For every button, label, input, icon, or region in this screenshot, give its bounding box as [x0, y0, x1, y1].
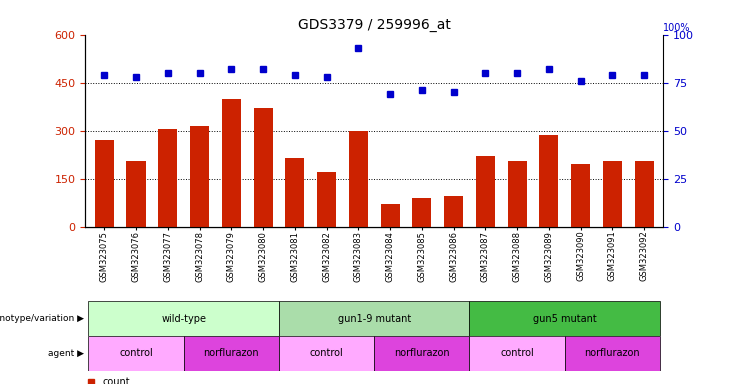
Text: count: count [102, 377, 130, 384]
Text: agent ▶: agent ▶ [47, 349, 84, 358]
Text: norflurazon: norflurazon [204, 348, 259, 358]
Bar [317, 172, 336, 227]
Bar [222, 99, 241, 227]
Bar [470, 336, 565, 371]
Bar [184, 336, 279, 371]
Text: 100%: 100% [663, 23, 691, 33]
Text: gun5 mutant: gun5 mutant [533, 314, 597, 324]
Text: norflurazon: norflurazon [585, 348, 640, 358]
Bar [470, 301, 660, 336]
Bar [127, 161, 145, 227]
Bar [279, 301, 470, 336]
Text: wild-type: wild-type [161, 314, 206, 324]
Bar [159, 129, 177, 227]
Bar [374, 336, 470, 371]
Bar [476, 156, 495, 227]
Bar [444, 196, 463, 227]
Bar [508, 161, 527, 227]
Bar [571, 164, 590, 227]
Text: control: control [119, 348, 153, 358]
Bar [565, 336, 660, 371]
Bar [634, 161, 654, 227]
Bar [190, 126, 209, 227]
Bar [279, 336, 374, 371]
Text: control: control [500, 348, 534, 358]
Text: genotype/variation ▶: genotype/variation ▶ [0, 314, 84, 323]
Bar [381, 204, 399, 227]
Text: control: control [310, 348, 343, 358]
Bar [285, 158, 305, 227]
Bar [412, 198, 431, 227]
Text: gun1-9 mutant: gun1-9 mutant [338, 314, 411, 324]
Bar [253, 108, 273, 227]
Bar [95, 140, 114, 227]
Bar [349, 131, 368, 227]
Bar [539, 136, 559, 227]
Bar [88, 336, 184, 371]
Bar [88, 301, 279, 336]
Title: GDS3379 / 259996_at: GDS3379 / 259996_at [298, 18, 451, 32]
Text: norflurazon: norflurazon [394, 348, 450, 358]
Bar [603, 161, 622, 227]
